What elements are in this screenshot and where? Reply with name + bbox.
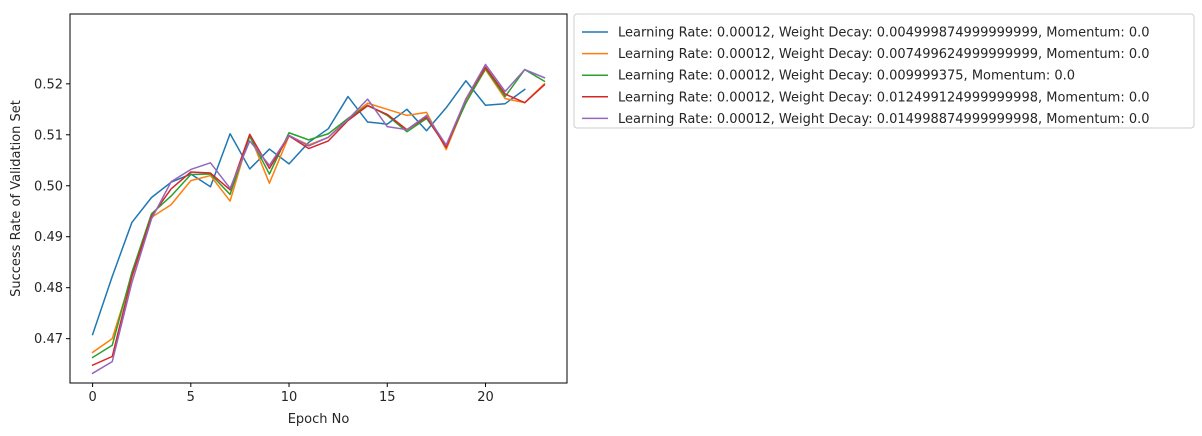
x-tick-label: 20 — [477, 390, 494, 405]
legend-label-4: Learning Rate: 0.00012, Weight Decay: 0.… — [618, 90, 1150, 105]
legend-label-3: Learning Rate: 0.00012, Weight Decay: 0.… — [618, 69, 1075, 84]
legend-label-5: Learning Rate: 0.00012, Weight Decay: 0.… — [618, 112, 1150, 127]
legend-box — [573, 13, 1195, 129]
y-tick-label: 0.51 — [34, 128, 63, 143]
y-tick-label: 0.47 — [34, 332, 63, 347]
x-tick-label: 15 — [379, 390, 396, 405]
y-tick-label: 0.50 — [34, 179, 63, 194]
x-tick-label: 5 — [187, 390, 195, 405]
legend-label-1: Learning Rate: 0.00012, Weight Decay: 0.… — [618, 26, 1150, 41]
legend-label-2: Learning Rate: 0.00012, Weight Decay: 0.… — [618, 47, 1150, 62]
x-axis-label: Epoch No — [288, 412, 350, 427]
series-line-4 — [91, 66, 546, 367]
y-tick-label: 0.52 — [34, 77, 63, 92]
series-line-3 — [91, 67, 546, 359]
series-line-1 — [91, 80, 526, 336]
series-line-2 — [91, 68, 546, 354]
legend: Learning Rate: 0.00012, Weight Decay: 0.… — [573, 13, 1195, 129]
x-tick-label: 0 — [88, 390, 96, 405]
plot-frame — [69, 13, 568, 384]
y-tick-label: 0.49 — [34, 230, 63, 245]
series-layer — [91, 63, 546, 375]
y-axis-label: Success Rate of Validation Set — [9, 100, 24, 297]
series-line-5 — [91, 63, 546, 375]
x-axis: 0 5 10 15 20 — [88, 383, 494, 405]
y-axis: 0.47 0.48 0.49 0.50 0.51 0.52 — [34, 77, 70, 347]
y-tick-label: 0.48 — [34, 281, 63, 296]
x-tick-label: 10 — [281, 390, 298, 405]
